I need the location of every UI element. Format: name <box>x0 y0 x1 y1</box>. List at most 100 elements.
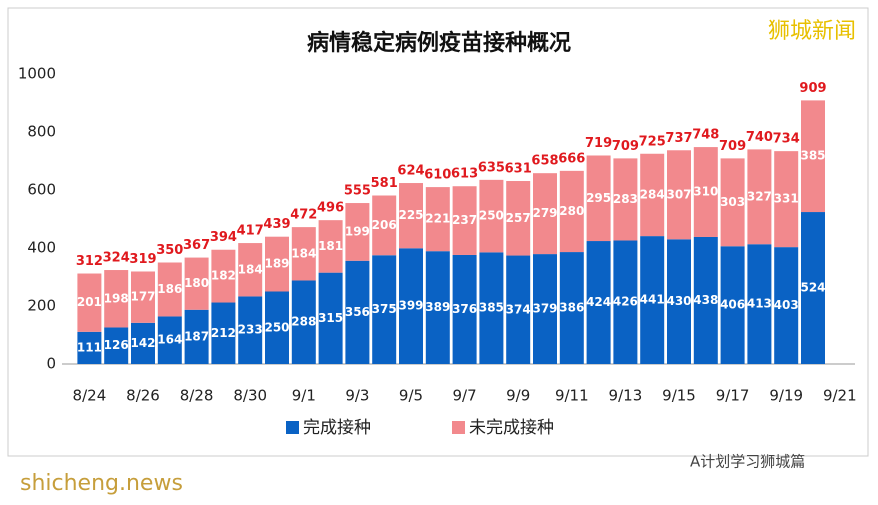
bar-segment <box>104 327 129 364</box>
total-label: 740 <box>746 130 773 145</box>
bar-segment <box>184 257 209 310</box>
segment-label: 279 <box>532 206 557 220</box>
segment-label: 201 <box>77 295 102 309</box>
bar-segment <box>533 173 557 255</box>
bar-segment <box>720 246 745 364</box>
bar-segment <box>425 187 450 252</box>
segment-label: 327 <box>747 189 772 203</box>
segment-label: 186 <box>157 282 182 296</box>
total-label: 725 <box>639 134 666 149</box>
x-tick-label: 9/3 <box>345 387 369 405</box>
y-tick-label: 200 <box>27 297 56 315</box>
y-tick-label: 800 <box>27 123 56 141</box>
bar-segment <box>559 252 584 364</box>
x-tick-label: 9/21 <box>823 387 857 405</box>
total-label: 624 <box>397 164 424 179</box>
bar-segment <box>801 212 825 364</box>
bar-segment <box>131 271 155 323</box>
total-label: 635 <box>478 160 505 175</box>
segment-label: 441 <box>640 293 665 307</box>
bar-segment <box>345 260 370 364</box>
bar-segment <box>720 158 745 247</box>
bar-segment <box>238 243 263 297</box>
bar-segment <box>640 236 665 364</box>
bar-segment <box>586 155 611 242</box>
bar-segment <box>157 316 182 364</box>
segment-label: 303 <box>720 195 745 209</box>
segment-label: 126 <box>104 338 129 352</box>
total-label: 472 <box>290 208 317 223</box>
total-label: 417 <box>237 224 264 239</box>
segment-label: 379 <box>532 302 557 316</box>
segment-label: 389 <box>425 300 450 314</box>
segment-label: 180 <box>184 276 209 290</box>
segment-label: 430 <box>666 294 691 308</box>
x-tick-label: 8/26 <box>126 387 160 405</box>
bar-segment <box>452 254 477 364</box>
segment-label: 386 <box>559 301 584 315</box>
legend-swatch <box>286 421 299 434</box>
segment-label: 181 <box>318 239 343 253</box>
total-label: 748 <box>692 128 719 143</box>
bar-segment <box>157 262 182 317</box>
segment-label: 257 <box>506 211 531 225</box>
y-tick-label: 600 <box>27 181 56 199</box>
total-label: 734 <box>773 132 800 147</box>
bar-segment <box>372 195 397 256</box>
x-tick-label: 9/19 <box>769 387 803 405</box>
segment-label: 399 <box>398 299 423 313</box>
bar-segment <box>399 183 423 249</box>
segment-label: 426 <box>613 295 638 309</box>
bar-segment <box>506 181 531 256</box>
segment-label: 237 <box>452 213 477 227</box>
total-label: 581 <box>371 176 398 191</box>
bar-segment <box>559 170 584 253</box>
bar-segment <box>131 322 155 364</box>
segment-label: 187 <box>184 329 209 343</box>
segment-label: 356 <box>345 305 370 319</box>
bar-segment <box>774 247 799 364</box>
x-tick-label: 9/1 <box>292 387 316 405</box>
bar-segment <box>318 220 343 273</box>
bar-segment <box>318 272 343 364</box>
total-label: 610 <box>424 168 451 183</box>
segment-label: 307 <box>666 187 691 201</box>
segment-label: 250 <box>479 209 504 223</box>
total-label: 909 <box>799 81 826 96</box>
bar-segment <box>613 158 638 241</box>
total-label: 555 <box>344 184 371 199</box>
x-tick-label: 9/11 <box>555 387 589 405</box>
bar-segment <box>667 150 691 240</box>
bar-segment <box>640 153 665 237</box>
segment-label: 177 <box>130 290 155 304</box>
watermark: 狮城新闻 <box>768 19 856 44</box>
segment-label: 221 <box>425 212 450 226</box>
bar-segment <box>265 236 289 292</box>
bar-segment <box>184 309 209 364</box>
bar-segment <box>211 302 236 364</box>
total-label: 613 <box>451 167 478 182</box>
segment-label: 206 <box>372 218 397 232</box>
bar-segment <box>667 239 691 364</box>
y-tick-label: 400 <box>27 239 56 257</box>
bar-segment <box>265 291 289 364</box>
bar-segment <box>425 251 450 364</box>
segment-label: 438 <box>693 293 718 307</box>
segment-label: 225 <box>398 208 423 222</box>
segment-label: 315 <box>318 311 343 325</box>
total-label: 719 <box>585 136 612 151</box>
bar-segment <box>693 236 718 364</box>
segment-label: 403 <box>774 298 799 312</box>
segment-label: 385 <box>479 301 504 315</box>
bar-segment <box>291 227 316 281</box>
segment-label: 283 <box>613 192 638 206</box>
segment-label: 212 <box>211 326 236 340</box>
total-label: 658 <box>531 154 558 169</box>
x-tick-label: 9/15 <box>662 387 696 405</box>
segment-label: 164 <box>157 333 182 347</box>
bar-segment <box>479 252 504 364</box>
total-label: 394 <box>210 230 237 245</box>
segment-label: 406 <box>720 298 745 312</box>
segment-label: 284 <box>640 187 665 201</box>
